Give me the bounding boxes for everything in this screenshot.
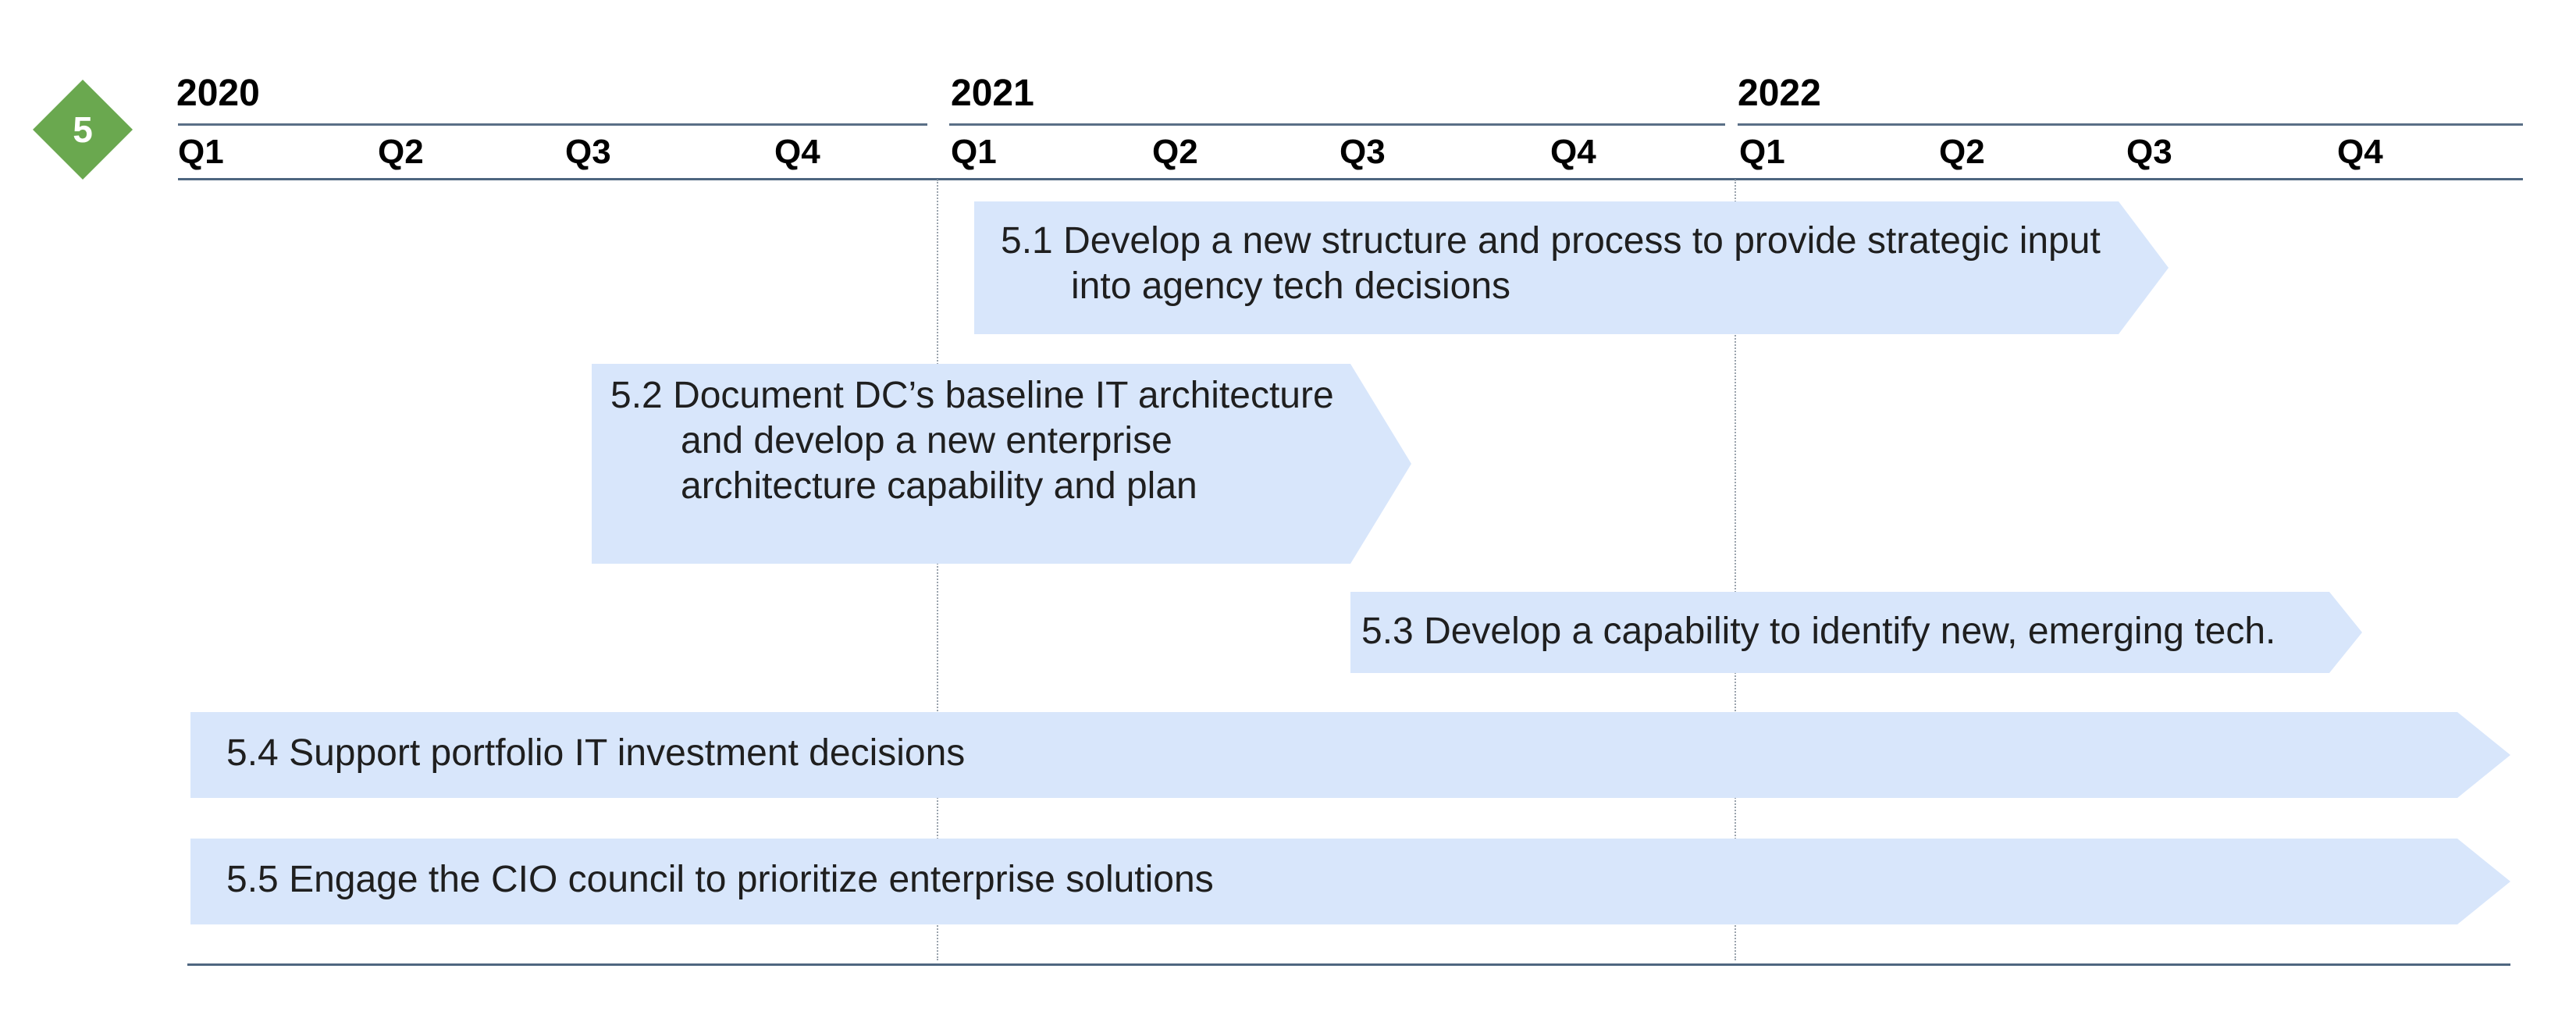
step-badge: 5	[33, 80, 133, 180]
year-label-2022: 2022	[1738, 73, 1821, 114]
task-label: 5.4 Support portfolio IT investment deci…	[226, 732, 966, 774]
task-bar-5-4: 5.4 Support portfolio IT investment deci…	[190, 712, 2510, 798]
task-label: 5.2 Document DC’s baseline IT architectu…	[610, 375, 1334, 507]
quarter-label: Q4	[1550, 133, 1596, 171]
step-number: 5	[73, 109, 93, 150]
task-bar-5-2: 5.2 Document DC’s baseline IT architectu…	[592, 364, 1411, 564]
task-label: 5.1 Develop a new structure and process …	[1001, 220, 2101, 307]
year-divider-2021	[937, 180, 938, 960]
quarter-rule	[178, 178, 2523, 180]
bottom-rule	[187, 963, 2510, 966]
task-label: 5.5 Engage the CIO council to prioritize…	[226, 859, 1214, 900]
task-bar-5-5: 5.5 Engage the CIO council to prioritize…	[190, 839, 2510, 924]
year-label-2020: 2020	[176, 73, 260, 114]
quarter-label: Q1	[1739, 133, 1785, 171]
quarter-label: Q1	[951, 133, 997, 171]
quarter-label: Q1	[178, 133, 224, 171]
year-rule-2022	[1738, 123, 2523, 126]
quarter-label: Q2	[1152, 133, 1198, 171]
task-bar-5-3: 5.3 Develop a capability to identify new…	[1350, 592, 2362, 673]
quarter-label: Q2	[378, 133, 424, 171]
year-rule-2020	[178, 123, 927, 126]
task-label: 5.3 Develop a capability to identify new…	[1361, 611, 2276, 652]
diamond-icon	[33, 80, 133, 180]
quarter-label: Q3	[565, 133, 611, 171]
task-bar-5-1: 5.1 Develop a new structure and process …	[974, 201, 2169, 334]
year-divider-2022	[1735, 180, 1736, 960]
year-rule-2021	[949, 123, 1725, 126]
quarter-label: Q3	[2126, 133, 2172, 171]
quarter-label: Q4	[2337, 133, 2383, 171]
quarter-label: Q4	[774, 133, 820, 171]
quarter-label: Q3	[1340, 133, 1386, 171]
year-label-2021: 2021	[951, 73, 1034, 114]
quarter-label: Q2	[1939, 133, 1985, 171]
